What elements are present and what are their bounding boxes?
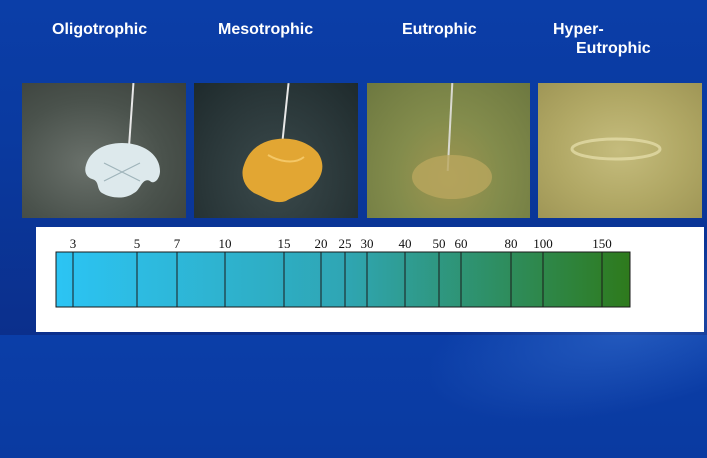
hypereutrophic-photo	[538, 83, 702, 218]
secchi-disk	[412, 155, 492, 199]
secchi-depth-scale: 3 5 7 10 15 20 25 30 40 50 60 80 100 150	[36, 227, 704, 332]
scale-tick-label: 100	[533, 236, 553, 251]
scale-tick-label: 80	[505, 236, 518, 251]
label-oligotrophic: Oligotrophic	[52, 21, 148, 38]
label-eutrophic: Eutrophic	[402, 21, 477, 38]
scale-svg: 3 5 7 10 15 20 25 30 40 50 60 80 100 150	[55, 236, 631, 308]
scale-tick-label: 50	[433, 236, 446, 251]
scale-tick-label: 3	[70, 236, 77, 251]
secchi-disk	[85, 143, 160, 198]
scale-bar	[55, 251, 631, 308]
scale-tick-label: 15	[278, 236, 291, 251]
mesotrophic-photo	[194, 83, 358, 218]
oligotrophic-photo	[22, 83, 186, 218]
eutrophic-photo	[367, 83, 530, 218]
scale-ticks: 3 5 7 10 15 20 25 30 40 50 60 80 100 150	[70, 236, 612, 307]
scale-tick-label: 30	[361, 236, 374, 251]
label-mesotrophic: Mesotrophic	[218, 21, 314, 38]
scale-tick-label: 40	[399, 236, 412, 251]
label-hyper-eutrophic: Eutrophic	[576, 40, 651, 57]
scale-tick-label: 25	[339, 236, 352, 251]
secchi-disk	[570, 137, 662, 161]
scale-tick-label: 7	[174, 236, 181, 251]
scale-tick-label: 5	[134, 236, 141, 251]
label-hyper: Hyper-	[553, 21, 604, 38]
scale-tick-label: 60	[455, 236, 468, 251]
scale-tick-label: 150	[592, 236, 612, 251]
scale-tick-label: 10	[219, 236, 232, 251]
secchi-disk	[242, 138, 323, 203]
scale-tick-label: 20	[315, 236, 328, 251]
